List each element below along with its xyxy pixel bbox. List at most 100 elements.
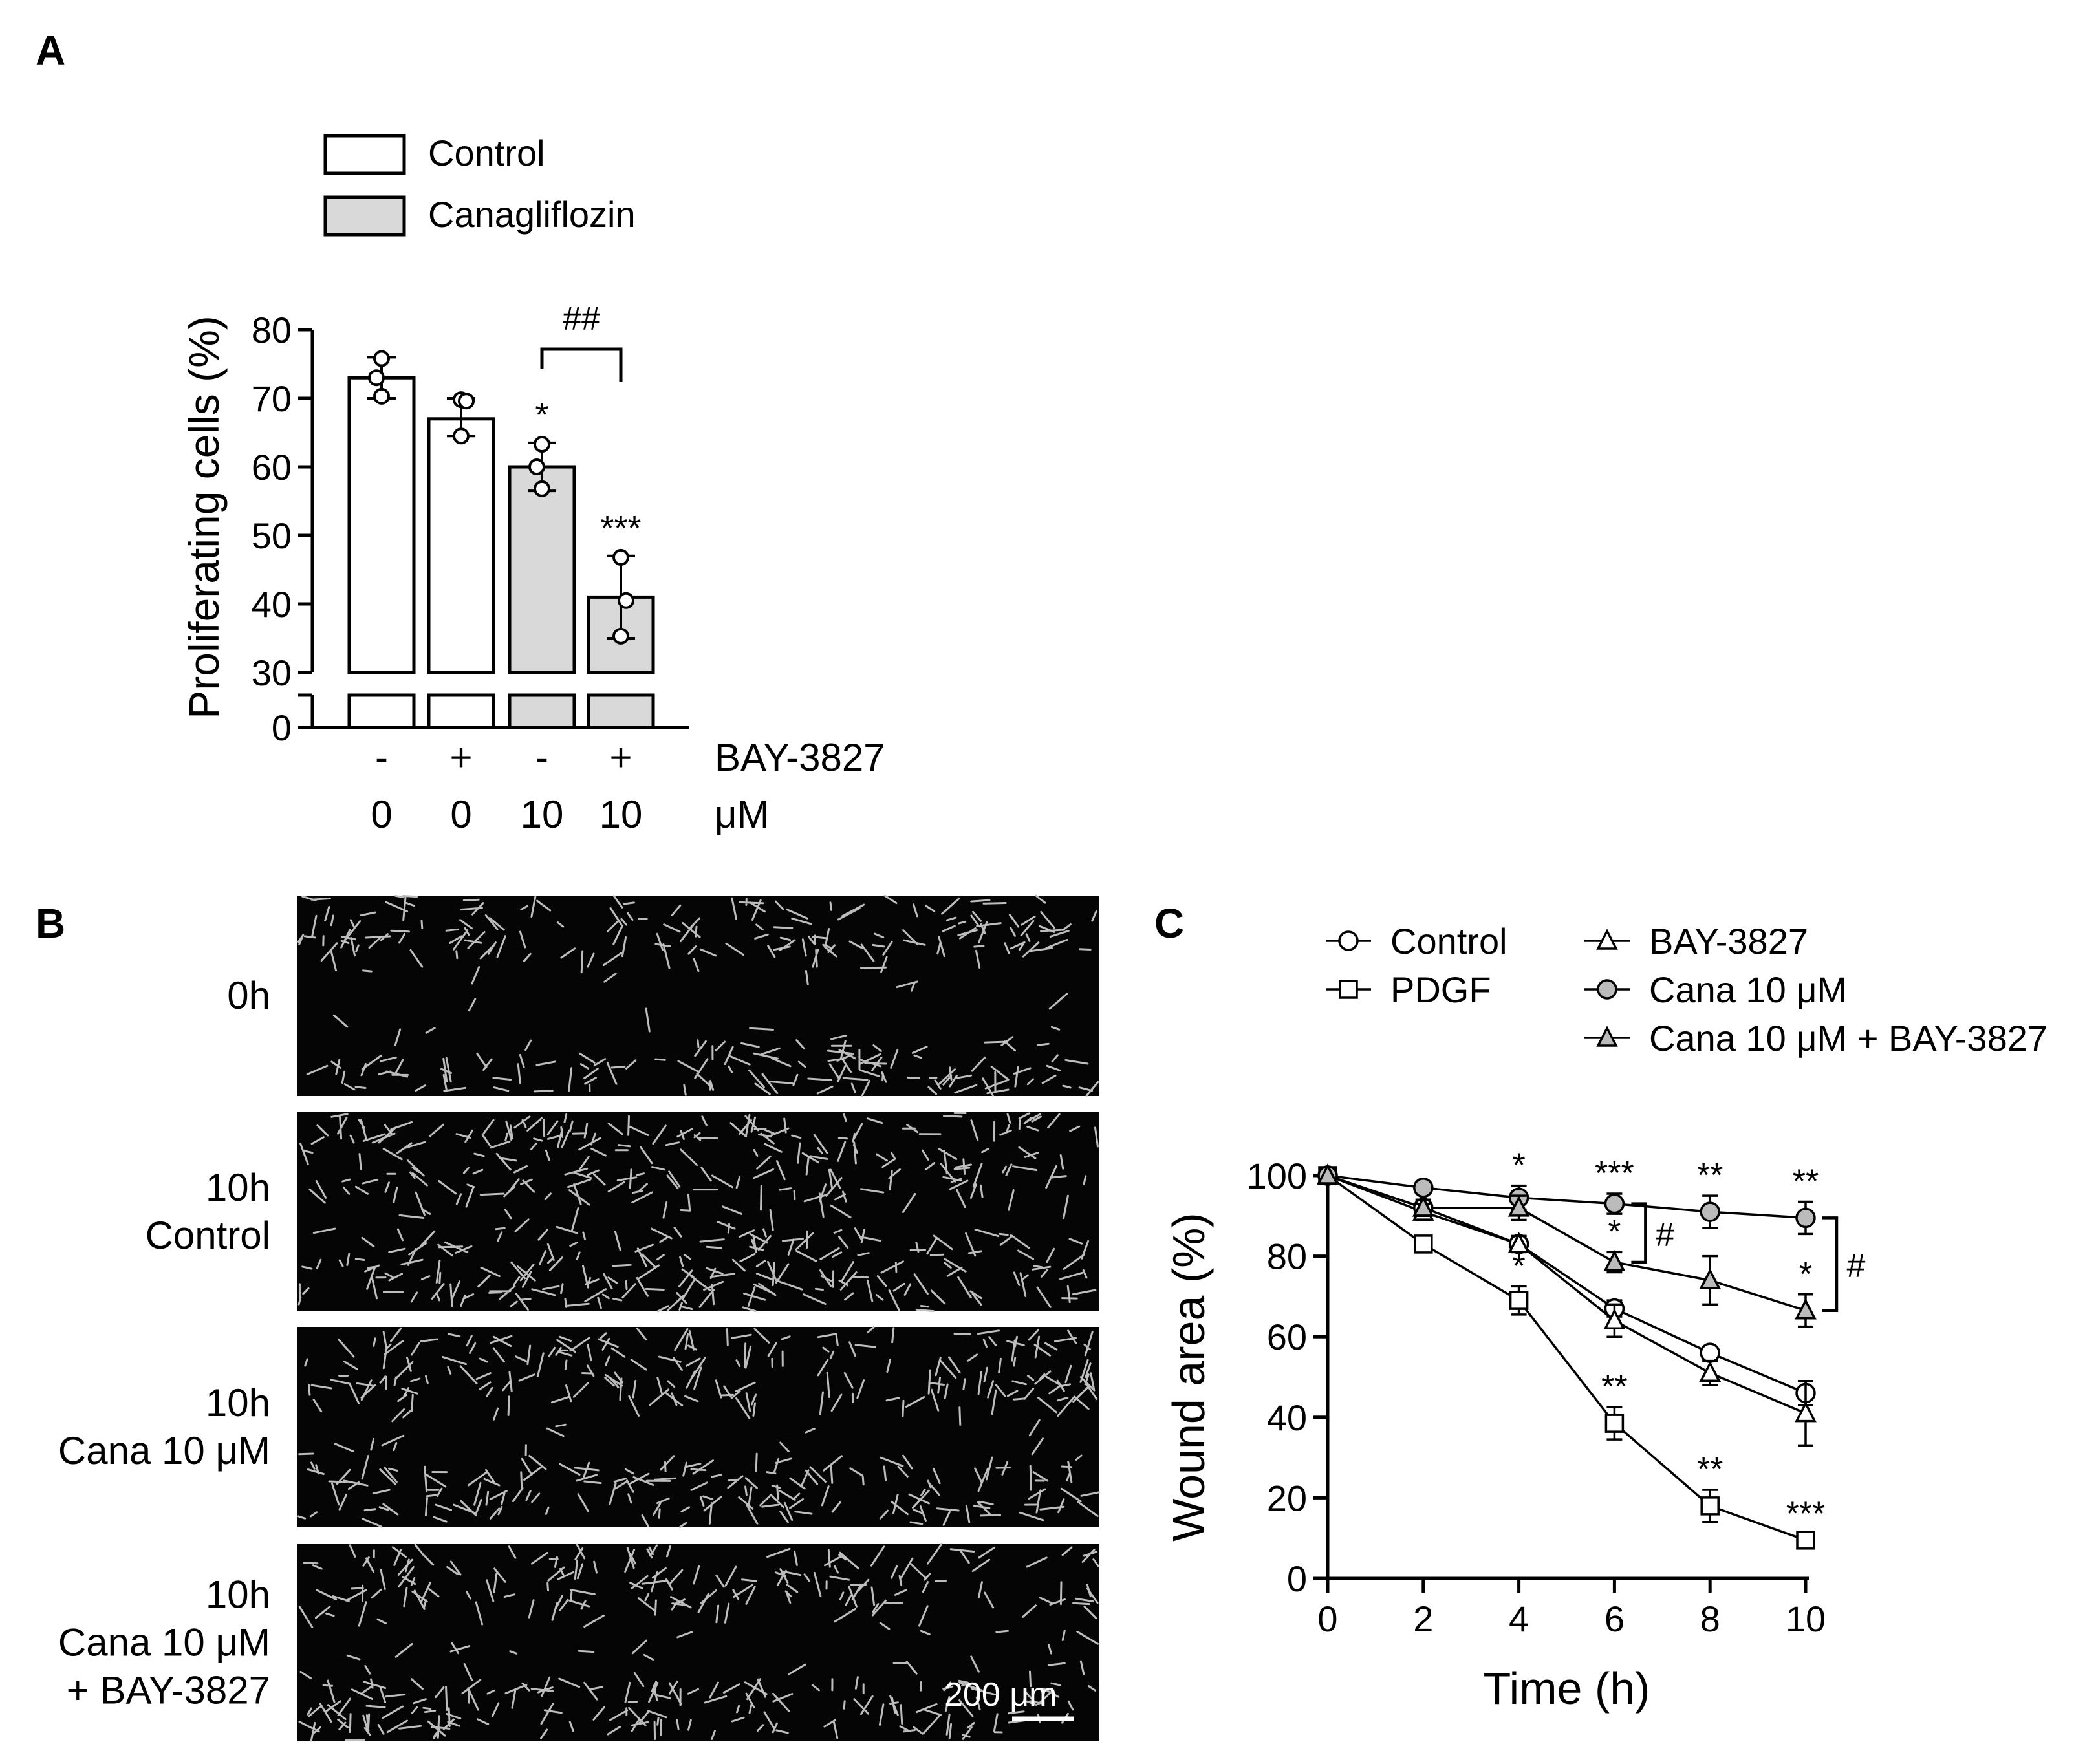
x-row-label: μM: [715, 793, 770, 836]
data-point: [534, 436, 550, 453]
micrograph-row-label: 0h: [227, 974, 270, 1017]
cell-texture: [297, 1112, 1099, 1313]
data-point: [534, 480, 550, 497]
significance-bracket-label: #: [1656, 1216, 1674, 1254]
bar-base: [427, 693, 495, 729]
y-axis-title: Proliferating cells (%): [180, 316, 228, 719]
series-line: [1327, 1174, 1806, 1312]
y-tick-label: 20: [1267, 1478, 1307, 1518]
x-tick-label: 8: [1700, 1598, 1720, 1639]
x-row-cell: -: [375, 736, 388, 779]
panel-label-c: C: [1154, 900, 1184, 947]
x-row-cell: +: [449, 736, 472, 779]
data-point: [368, 369, 385, 387]
data-point: [528, 458, 545, 475]
significance-star: ***: [600, 509, 641, 548]
data-point: [1700, 1496, 1720, 1516]
micrograph-row-label: 10h: [206, 1573, 270, 1617]
data-point: [618, 592, 634, 609]
significance-bracket: [1822, 1216, 1839, 1312]
x-tick-label: 10: [1786, 1598, 1826, 1639]
significance-star: *: [1608, 1213, 1621, 1251]
bar-base: [587, 693, 655, 729]
x-row-cell: 0: [450, 793, 471, 836]
micrograph-row-label: 10h: [206, 1381, 270, 1425]
y-tick-label: 40: [252, 584, 292, 625]
significance-bracket: [1631, 1202, 1647, 1264]
legend-label: PDGF: [1390, 969, 1491, 1010]
cell-texture: [298, 1544, 1099, 1742]
data-point: [1412, 1196, 1434, 1217]
x-row-cell: -: [535, 736, 548, 779]
data-point: [458, 393, 475, 410]
data-point: [1507, 1196, 1530, 1217]
legend-label: BAY-3827: [1649, 921, 1808, 962]
legend-marker: [1339, 980, 1358, 999]
micrograph-row-label: Control: [146, 1214, 270, 1257]
line-chart-panel-c: Control PDGF BAY-3827 Cana 10 μM Cana 10 μM …: [1163, 921, 2047, 1714]
series-line: [1327, 1174, 1806, 1220]
x-row-label: BAY-3827: [715, 736, 885, 779]
data-point: [1603, 1250, 1626, 1271]
x-row-cell: 10: [600, 793, 643, 836]
significance-star: ***: [1595, 1155, 1634, 1192]
data-point: [453, 427, 470, 445]
data-point: [1604, 1193, 1625, 1214]
data-point: [1317, 1163, 1339, 1185]
y-tick-label: 60: [1267, 1317, 1307, 1357]
series-line: [1326, 1174, 1806, 1542]
data-point: [1699, 1268, 1722, 1289]
micrograph-row-label: 10h: [206, 1166, 270, 1209]
scale-bar-label: 200 μm: [944, 1676, 1057, 1714]
bar: [347, 376, 416, 674]
significance-star: **: [1601, 1368, 1627, 1406]
y-tick-label: 70: [252, 378, 292, 419]
y-tick-label: 30: [252, 652, 292, 693]
x-row-cell: 0: [371, 793, 392, 836]
bar-chart-panel-a: Control Canagliflozin 0 30 40 50 60 70 80 Prolife…: [180, 133, 885, 836]
micrograph-row-label: Cana 10 μM: [58, 1621, 270, 1664]
y-tick-label: 0: [272, 707, 292, 748]
x-tick-label: 4: [1509, 1598, 1529, 1639]
y-tick-label: 50: [252, 515, 292, 556]
data-point: [373, 350, 390, 367]
significance-star: *: [1799, 1256, 1812, 1293]
series-line: [1327, 1174, 1806, 1415]
data-point: [1795, 1207, 1816, 1229]
legend-marker: [1596, 1026, 1618, 1047]
data-point: [612, 548, 629, 566]
significance-star: *: [1512, 1247, 1525, 1285]
y-tick-label: 80: [1267, 1236, 1307, 1277]
legend-label: Cana 10 μM: [1649, 969, 1847, 1010]
cell-texture: [297, 894, 1099, 1097]
bar: [508, 465, 576, 674]
legend-marker: [1596, 929, 1618, 950]
data-point: [612, 627, 629, 645]
x-tick-label: 2: [1413, 1598, 1433, 1639]
bar-base: [347, 693, 416, 729]
significance-bracket: [540, 347, 623, 382]
y-tick-label: 0: [1287, 1558, 1307, 1599]
x-row-cell: 10: [521, 793, 564, 836]
micrograph: [297, 1112, 1099, 1311]
significance-star: *: [1512, 1147, 1525, 1185]
legend-marker: [1597, 979, 1617, 1000]
panel-label-a: A: [36, 27, 65, 74]
micrograph: [297, 1327, 1099, 1527]
data-point: [1699, 1361, 1722, 1382]
significance-bracket-label: #: [1847, 1247, 1866, 1285]
y-tick-label: 100: [1247, 1156, 1307, 1196]
significance-star: **: [1697, 1451, 1723, 1489]
data-point: [1509, 1291, 1529, 1310]
significance-star: **: [1793, 1163, 1819, 1200]
data-point: [1700, 1342, 1720, 1363]
legend-label: Control: [1390, 921, 1507, 962]
significance-star: *: [535, 396, 548, 435]
data-point: [1795, 1298, 1817, 1320]
x-tick-label: 6: [1604, 1598, 1625, 1639]
data-point: [1413, 1177, 1434, 1198]
micrograph-row-label: + BAY-3827: [67, 1669, 270, 1712]
significance-bracket-label: ##: [563, 300, 600, 338]
micrograph-row-label: Cana 10 μM: [58, 1429, 270, 1472]
